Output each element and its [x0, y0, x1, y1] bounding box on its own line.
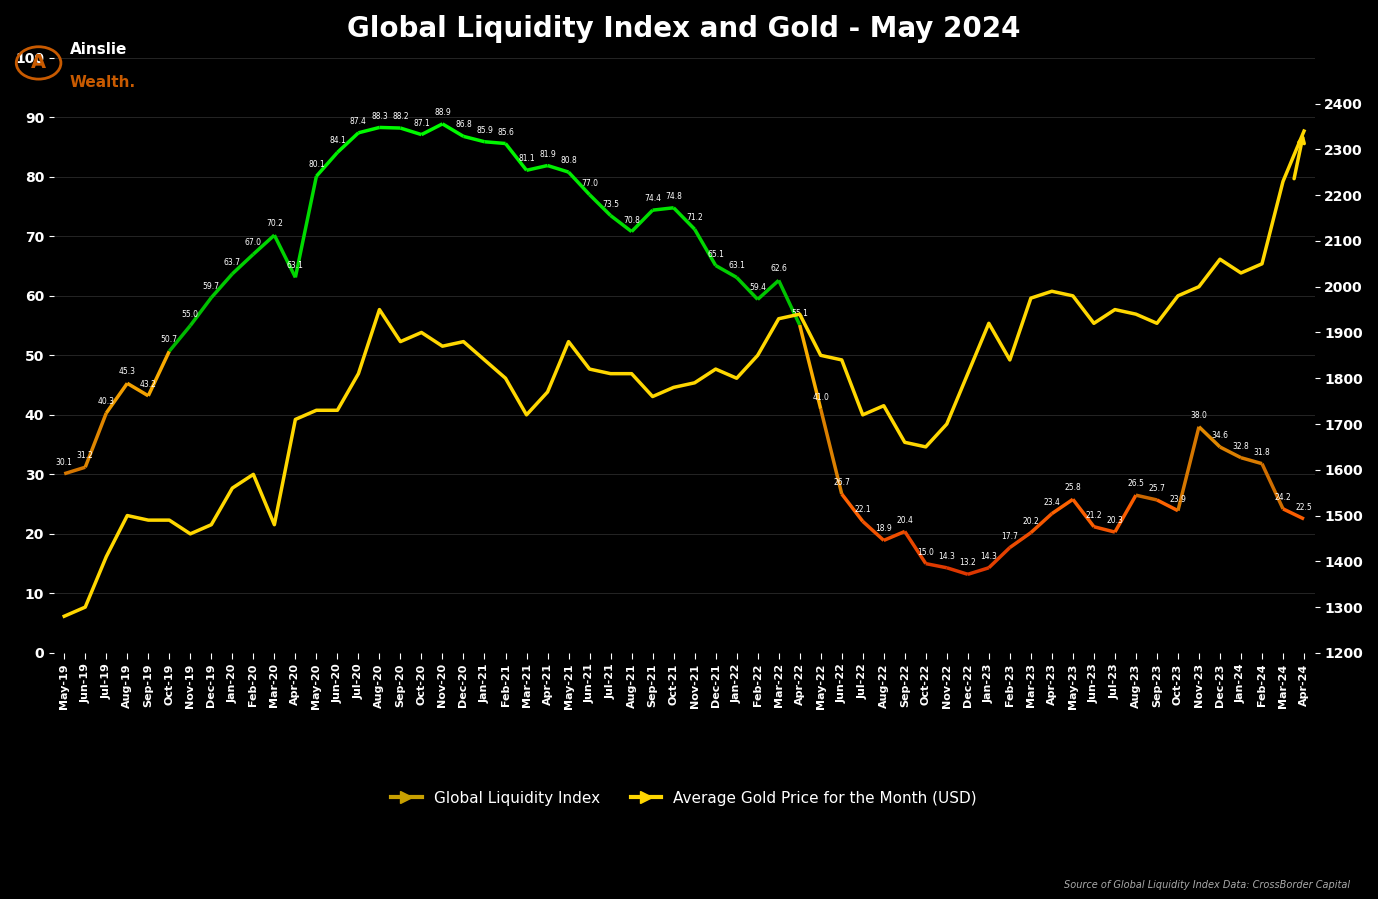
Text: 86.8: 86.8	[455, 120, 471, 129]
Text: 63.7: 63.7	[223, 258, 241, 267]
Text: 50.7: 50.7	[161, 335, 178, 344]
Text: Ainslie: Ainslie	[69, 42, 127, 57]
Text: 87.1: 87.1	[413, 119, 430, 128]
Text: 18.9: 18.9	[875, 524, 892, 533]
Text: 23.9: 23.9	[1170, 494, 1186, 503]
Text: 62.6: 62.6	[770, 264, 787, 273]
Text: 20.3: 20.3	[1107, 516, 1123, 525]
Text: 81.9: 81.9	[539, 149, 555, 158]
Text: 32.8: 32.8	[1232, 441, 1250, 450]
Text: 81.1: 81.1	[518, 155, 535, 164]
Text: A: A	[32, 53, 45, 73]
Text: Wealth.: Wealth.	[69, 76, 135, 90]
Text: 31.2: 31.2	[77, 451, 94, 460]
Text: 26.7: 26.7	[834, 478, 850, 487]
Text: 74.4: 74.4	[644, 194, 661, 203]
Text: 14.3: 14.3	[980, 552, 998, 561]
Text: 40.3: 40.3	[98, 397, 114, 406]
Text: 13.2: 13.2	[959, 558, 976, 567]
Text: 63.1: 63.1	[728, 262, 745, 271]
Text: 30.1: 30.1	[55, 458, 73, 467]
Text: 80.1: 80.1	[309, 160, 325, 169]
Text: 59.4: 59.4	[750, 283, 766, 292]
Text: 23.4: 23.4	[1043, 498, 1060, 507]
Text: 65.1: 65.1	[707, 250, 723, 259]
Text: 25.8: 25.8	[1064, 484, 1082, 493]
Text: 24.2: 24.2	[1275, 493, 1291, 502]
Title: Global Liquidity Index and Gold - May 2024: Global Liquidity Index and Gold - May 20…	[347, 15, 1021, 43]
Text: 84.1: 84.1	[329, 137, 346, 146]
Text: 20.2: 20.2	[1022, 517, 1039, 526]
Text: 38.0: 38.0	[1191, 411, 1207, 420]
Text: 17.7: 17.7	[1002, 531, 1018, 540]
Text: 55.1: 55.1	[791, 309, 808, 318]
Text: 70.8: 70.8	[623, 216, 639, 225]
Text: 14.3: 14.3	[938, 552, 955, 561]
Text: 43.2: 43.2	[139, 380, 157, 389]
Text: 45.3: 45.3	[119, 368, 136, 377]
Text: 59.7: 59.7	[203, 281, 220, 290]
Text: 88.3: 88.3	[371, 111, 387, 120]
Text: 22.5: 22.5	[1295, 503, 1312, 512]
Text: Source of Global Liquidity Index Data: CrossBorder Capital: Source of Global Liquidity Index Data: C…	[1064, 880, 1350, 890]
Text: 70.2: 70.2	[266, 219, 282, 228]
Text: 88.2: 88.2	[393, 112, 409, 121]
Text: 87.4: 87.4	[350, 117, 367, 126]
Text: 85.9: 85.9	[475, 126, 493, 135]
Text: 31.8: 31.8	[1254, 448, 1271, 457]
Text: 67.0: 67.0	[245, 238, 262, 247]
Text: 26.5: 26.5	[1127, 479, 1144, 488]
Text: 77.0: 77.0	[582, 179, 598, 188]
Text: 21.2: 21.2	[1086, 511, 1102, 520]
Text: 80.8: 80.8	[561, 156, 577, 165]
Text: 73.5: 73.5	[602, 200, 619, 209]
Text: 22.1: 22.1	[854, 505, 871, 514]
Text: 88.9: 88.9	[434, 108, 451, 117]
Legend: Global Liquidity Index, Average Gold Price for the Month (USD): Global Liquidity Index, Average Gold Pri…	[384, 785, 983, 812]
Text: 15.0: 15.0	[918, 547, 934, 556]
Text: 20.4: 20.4	[896, 515, 914, 524]
Text: 71.2: 71.2	[686, 213, 703, 222]
Text: 63.1: 63.1	[287, 262, 303, 271]
Text: 41.0: 41.0	[812, 393, 830, 402]
Text: 55.0: 55.0	[182, 309, 198, 318]
Text: 34.6: 34.6	[1211, 431, 1228, 440]
Text: 74.8: 74.8	[666, 191, 682, 200]
Text: 25.7: 25.7	[1148, 484, 1166, 493]
Text: 85.6: 85.6	[497, 128, 514, 137]
